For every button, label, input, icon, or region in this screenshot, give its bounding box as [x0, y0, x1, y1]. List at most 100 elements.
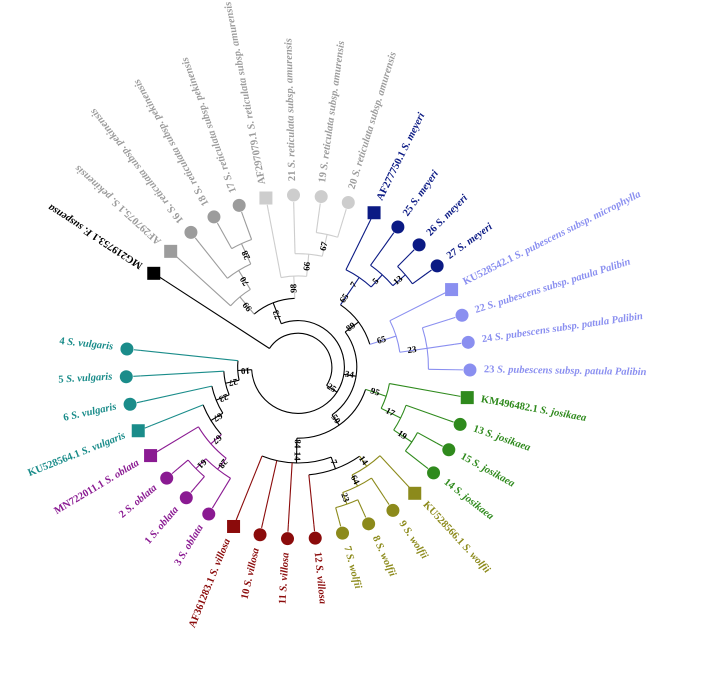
tip-label: 14 S. josikaea — [441, 477, 495, 522]
branch-line — [315, 210, 320, 233]
tip-species: S. reticulata subsp. amurensis — [319, 40, 347, 170]
node-arc — [295, 253, 323, 257]
tip-branch — [313, 524, 316, 532]
tip-branch — [454, 342, 462, 345]
bootstrap-value: 65 — [376, 333, 388, 345]
tip-label: 24 S. pubescens subsp. patula Palibin — [481, 311, 644, 345]
tip-label: 3 S. oblata — [173, 523, 206, 568]
branch-line — [306, 254, 310, 277]
branch-line — [379, 455, 406, 484]
bootstrap-value: 7 — [328, 458, 339, 466]
sample-circle-marker — [308, 531, 322, 545]
tip-species: S. josikaea — [539, 405, 587, 424]
sample-circle-marker — [362, 517, 376, 531]
branch-line — [344, 321, 359, 333]
tip-branch — [436, 442, 443, 447]
branch-line — [351, 474, 359, 487]
tip-branch — [389, 232, 395, 239]
branch-line — [220, 228, 233, 249]
branch-line — [340, 290, 351, 306]
branch-line — [195, 458, 207, 470]
bootstrap-value: 34 — [344, 369, 355, 380]
tip-branch — [241, 211, 245, 219]
tip-label: 15 S. josikaea — [458, 452, 516, 490]
branch-line — [389, 382, 454, 396]
branch-line — [194, 476, 205, 488]
sample-circle-marker — [120, 342, 134, 356]
sample-circle-marker — [202, 507, 216, 521]
tip-prefix: KU528564.1 — [27, 448, 85, 480]
node-arc — [296, 389, 367, 439]
branch-line — [162, 426, 199, 449]
branch-line — [370, 274, 383, 288]
reference-square-marker — [227, 519, 241, 533]
tip-species: S. meyeri — [400, 111, 428, 152]
branch-line — [392, 274, 406, 287]
tip-prefix: KU528542.1 — [462, 252, 519, 288]
node-arc — [421, 327, 429, 370]
branch-line — [405, 404, 448, 421]
tip-prefix: 22 — [474, 302, 490, 316]
tip-branch — [194, 237, 201, 244]
sample-circle-marker — [386, 503, 400, 517]
branch-line — [427, 343, 455, 349]
node-arc — [340, 304, 371, 345]
tip-species: S. josikaea — [484, 428, 532, 454]
branch-line — [357, 499, 364, 512]
tip-branch — [438, 292, 446, 297]
branch-line — [345, 225, 369, 271]
tip-branch — [367, 218, 372, 226]
node-arc — [331, 331, 358, 416]
branch-line — [140, 349, 239, 362]
branch-line — [321, 234, 328, 257]
tip-species: S. villosa — [313, 565, 328, 605]
tip-prefix: AF297075.1 — [115, 200, 164, 246]
branch-line — [143, 385, 212, 402]
branch-line — [417, 432, 437, 444]
sample-circle-marker — [281, 532, 294, 546]
node-arc — [202, 404, 222, 435]
tip-branch — [216, 222, 222, 230]
sample-circle-marker — [232, 198, 246, 212]
tip-prefix: 17 — [225, 178, 240, 194]
tip-branch — [425, 269, 432, 275]
tip-label: AF297079.1 S. reticulata subsp. amurensi… — [223, 1, 268, 186]
tip-branch — [343, 209, 347, 217]
sample-circle-marker — [123, 397, 137, 411]
sample-circle-marker — [160, 471, 174, 485]
tip-prefix: 21 — [287, 168, 298, 181]
branch-line — [371, 477, 386, 500]
tip-branch — [171, 468, 178, 475]
tip-label: 21 S. reticulata subsp. amurensis — [284, 38, 299, 181]
tip-label: 10 S. villosa — [240, 547, 262, 600]
branch-line — [370, 238, 391, 266]
tip-label: 25 S. meyeri — [401, 169, 441, 219]
tip-species: S. vulgaris — [80, 431, 127, 458]
branch-line — [399, 347, 428, 353]
tip-prefix: 11 — [278, 591, 290, 604]
tip-prefix: 23 — [484, 365, 497, 376]
branch-line — [342, 492, 348, 505]
sample-circle-marker — [179, 491, 193, 505]
branch-line — [359, 455, 368, 467]
bootstrap-value: 67 — [318, 240, 330, 251]
sample-circle-marker — [119, 370, 133, 384]
branch-line — [165, 280, 270, 349]
branch-line — [140, 370, 224, 377]
bootstrap-value: 95 — [369, 385, 381, 397]
tip-species: S. oblata — [148, 505, 181, 541]
tip-label: 26 S. meyeri — [425, 193, 470, 239]
tip-label: 23 S. pubescens subsp. patula Palibin — [484, 365, 647, 379]
tip-species: F. suspensa — [47, 201, 96, 238]
tip-label: 9 S. wolfii — [396, 519, 429, 561]
tip-prefix: AF277750.1 — [375, 147, 410, 202]
root-arc — [269, 332, 333, 386]
tip-prefix: 6 — [62, 412, 72, 424]
tip-branch — [133, 349, 141, 352]
tip-label: 11 S. villosa — [278, 552, 292, 604]
sample-circle-marker — [427, 466, 441, 480]
branch-line — [337, 215, 345, 238]
branch-line — [151, 404, 204, 427]
tip-species: S. oblata — [177, 523, 206, 561]
